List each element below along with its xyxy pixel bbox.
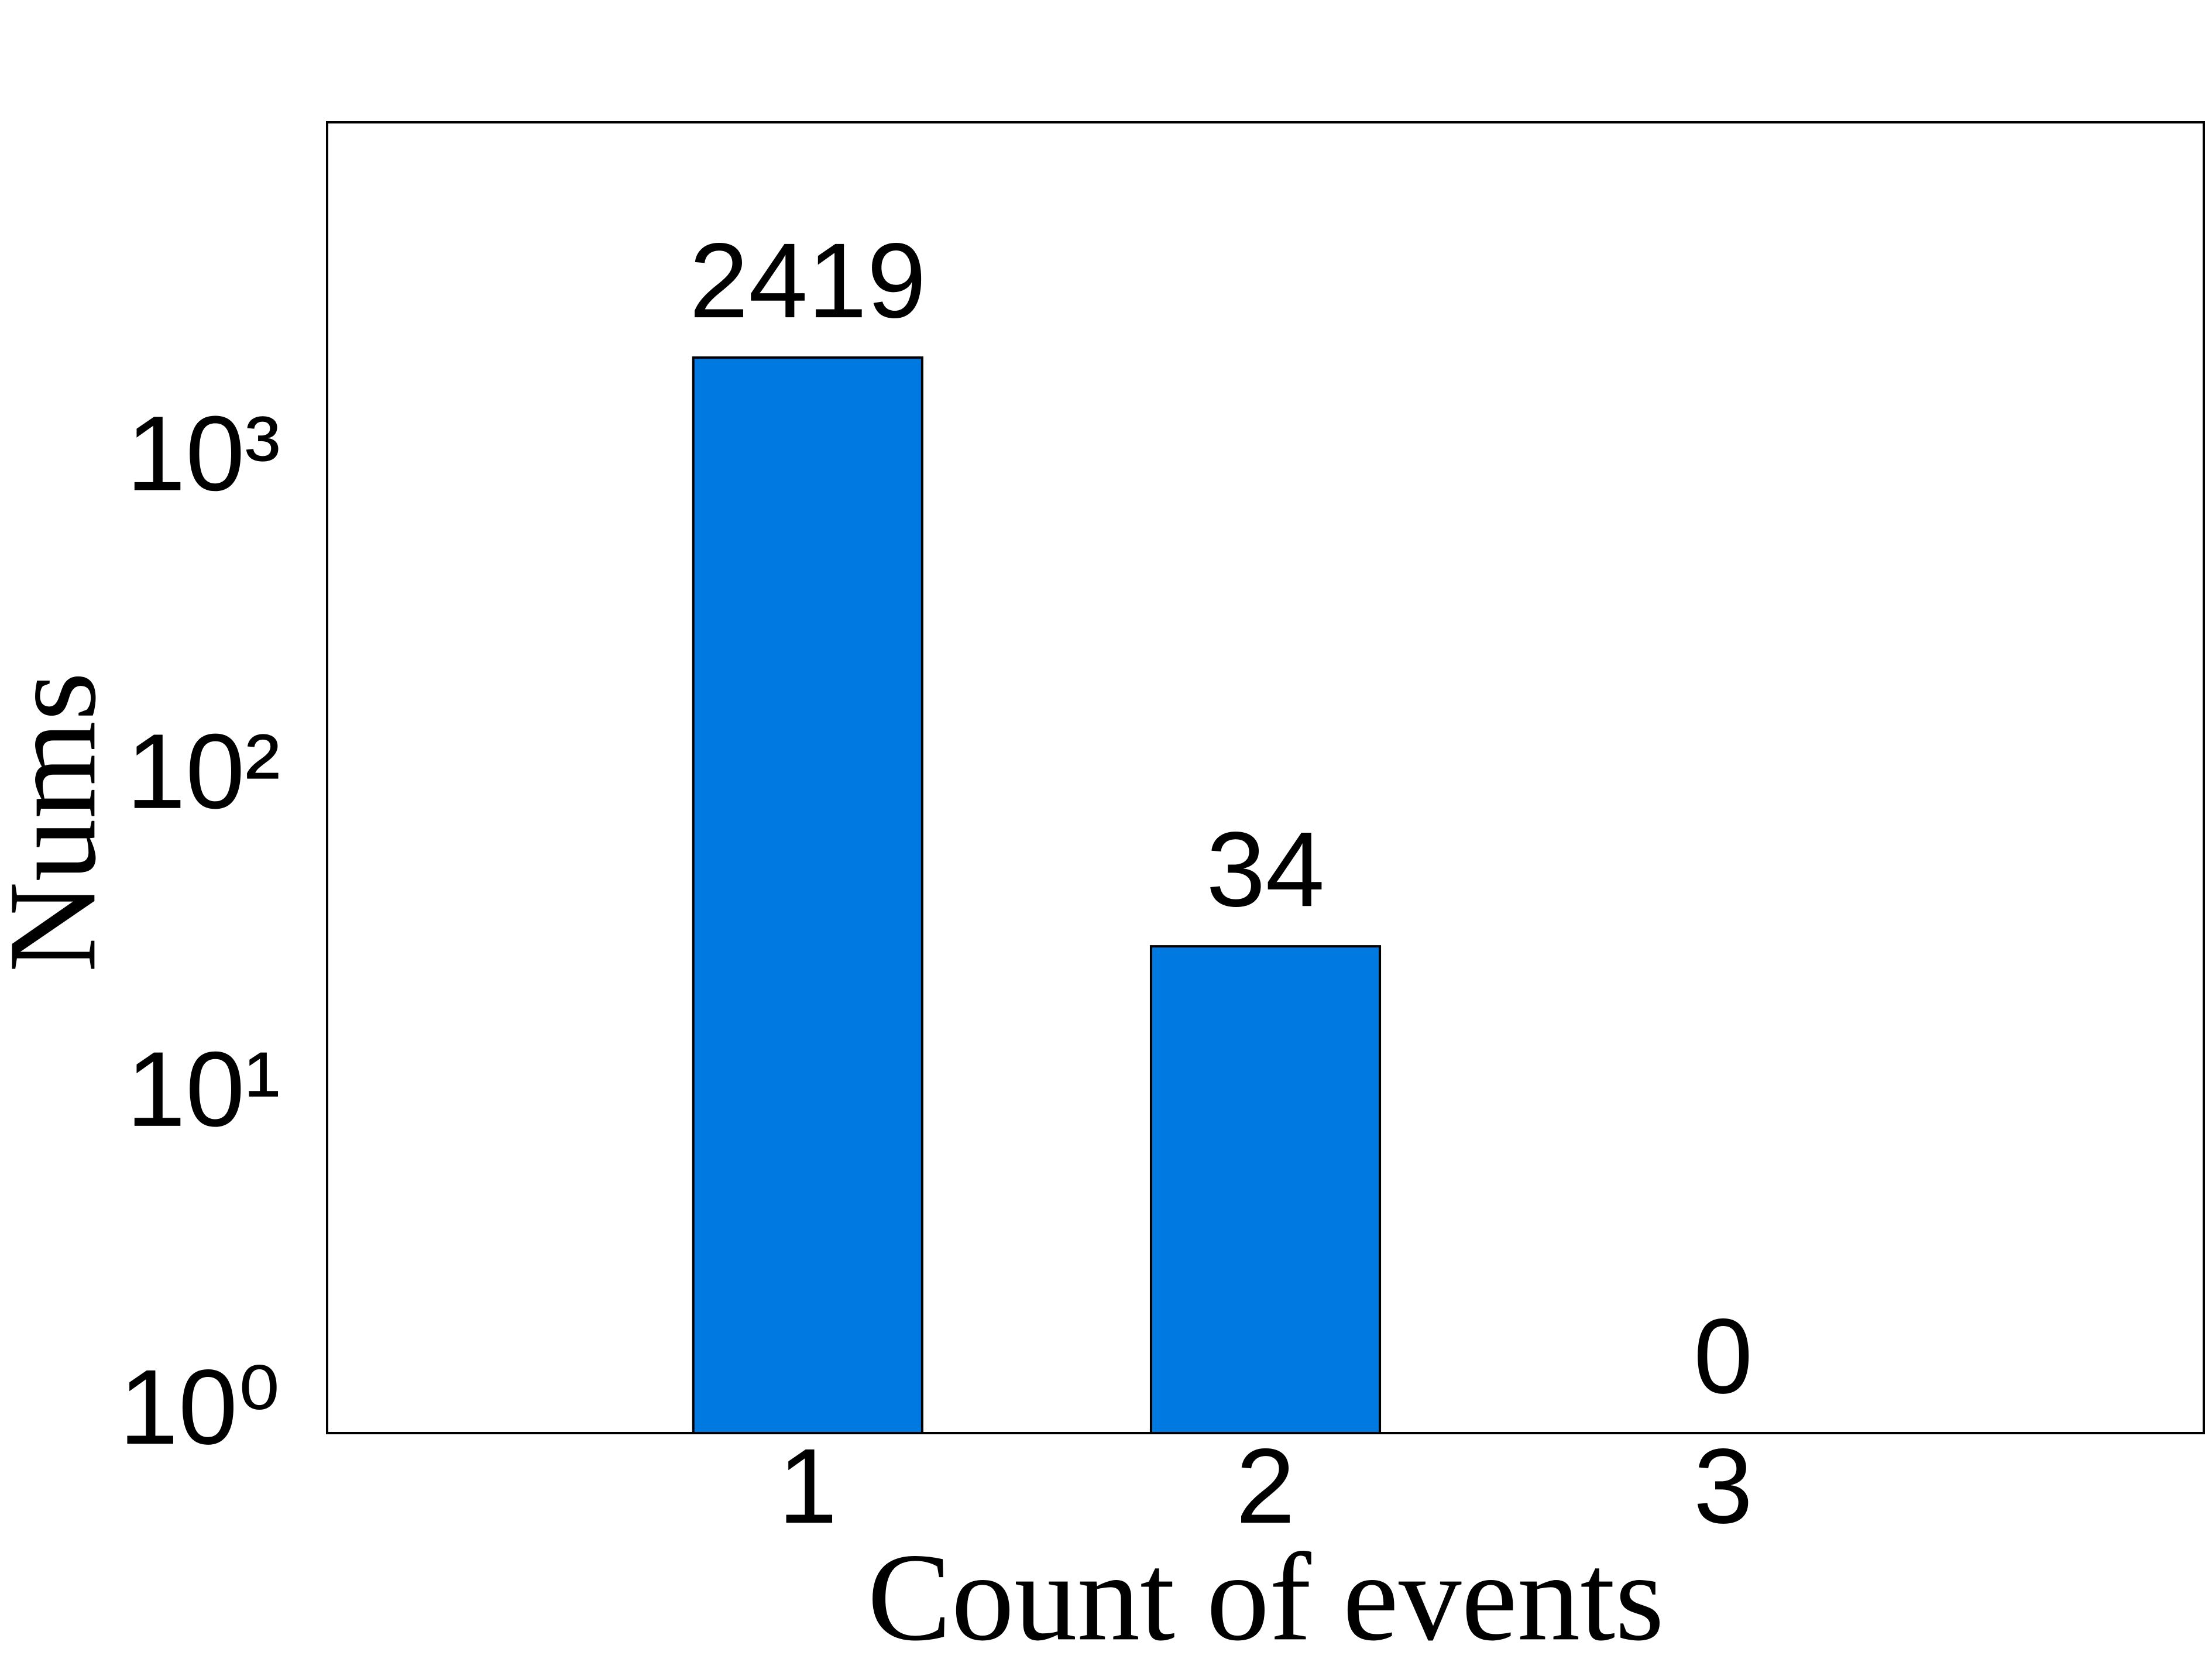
value-label: 2419 [689, 221, 926, 340]
plot-frame [326, 121, 2205, 1434]
bar [1149, 945, 1382, 1434]
x-tick-label: 3 [1694, 1426, 1753, 1545]
x-tick-label: 1 [778, 1426, 837, 1545]
y-tick-label: 10⁰ [119, 1347, 280, 1466]
x-axis-label: Count of events [867, 1527, 1664, 1659]
y-axis-label: Nums [0, 672, 122, 973]
x-tick-label: 2 [1236, 1426, 1295, 1545]
value-label: 0 [1694, 1296, 1753, 1416]
y-tick-label: 10¹ [126, 1029, 280, 1149]
y-tick-label: 10² [126, 712, 280, 831]
y-tick-label: 10³ [126, 394, 280, 513]
bar [692, 356, 923, 1434]
value-label: 34 [1206, 809, 1324, 929]
